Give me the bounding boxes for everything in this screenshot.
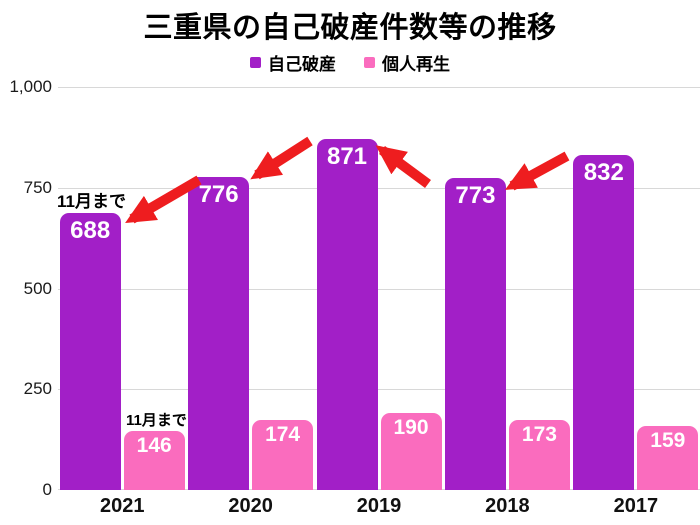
group-2019: 871 190	[315, 87, 443, 490]
bankruptcy-2021-bar: 688	[59, 212, 121, 490]
rehabilitation-2019-bar: 190	[380, 413, 442, 490]
xtick-2020: 2020	[228, 495, 273, 517]
bar-groups: 688 146 776 174 871 190 773 173 832 159	[58, 87, 700, 490]
bankruptcy-2017-value-label: 832	[583, 158, 624, 186]
group-2020: 776 174	[186, 87, 314, 490]
ytick-500: 500	[23, 278, 52, 298]
legend-item-bankruptcy: 自己破産	[250, 50, 336, 75]
xtick-2019: 2019	[356, 495, 402, 517]
rehabilitation-2018-bar: 173	[508, 420, 570, 490]
bankruptcy-2019-value-label: 871	[326, 143, 368, 170]
rehabilitation-2020-bar: 174	[252, 419, 314, 490]
legend-label-bankruptcy: 自己破産	[268, 55, 336, 74]
xtick-2017: 2017	[613, 495, 659, 517]
rehabilitation-2018-value-label: 173	[521, 423, 557, 447]
bankruptcy-2018-value-label: 773	[455, 182, 496, 210]
bankruptcy-swatch-icon	[250, 57, 261, 68]
x-axis: 2021 2020 2019 2018 2017	[58, 495, 700, 518]
legend-label-rehabilitation: 個人再生	[382, 55, 450, 74]
bankruptcy-2021-value-label: 688	[70, 216, 111, 244]
legend: 自己破産 個人再生	[0, 50, 700, 75]
gridline-250	[58, 389, 700, 391]
gridline-0	[58, 489, 700, 490]
gridline-1000	[58, 87, 700, 88]
ytick-250: 250	[23, 379, 52, 399]
rehabilitation-swatch-icon	[364, 57, 375, 68]
bankruptcy-2017-bar: 832	[573, 154, 635, 490]
gridline-750	[58, 187, 700, 189]
annotation-november-bottom: 11月まで	[126, 412, 187, 429]
group-2021: 688 146	[58, 87, 186, 490]
rehabilitation-2017-value-label: 159	[650, 428, 686, 452]
ytick-0: 0	[42, 480, 52, 499]
plot-area: 688 146 776 174 871 190 773 173 832 159	[58, 87, 700, 490]
group-2018: 773 173	[443, 87, 571, 490]
ytick-1000: 1,000	[9, 77, 52, 96]
bankruptcy-2020-bar: 776	[188, 177, 250, 490]
legend-item-rehabilitation: 個人再生	[364, 50, 450, 75]
y-axis: 1,000 750 500 250 0	[0, 0, 52, 525]
rehabilitation-2021-value-label: 146	[136, 434, 172, 458]
rehabilitation-2020-value-label: 174	[265, 422, 301, 446]
bankruptcy-2020-value-label: 776	[198, 181, 239, 209]
rehabilitation-2017-bar: 159	[637, 425, 699, 490]
xtick-2018: 2018	[485, 495, 530, 517]
annotation-november-top: 11月まで	[57, 192, 126, 211]
gridline-500	[58, 288, 700, 290]
chart-title: 三重県の自己破産件数等の推移	[143, 12, 557, 44]
ytick-750: 750	[23, 177, 52, 197]
rehabilitation-2021-bar: 146	[123, 431, 185, 490]
group-2017: 832 159	[572, 87, 700, 490]
bankruptcy-2018-bar: 773	[444, 178, 506, 490]
xtick-2021: 2021	[99, 495, 145, 517]
rehabilitation-2019-value-label: 190	[393, 416, 429, 440]
bankruptcy-2019-bar: 871	[316, 139, 378, 490]
